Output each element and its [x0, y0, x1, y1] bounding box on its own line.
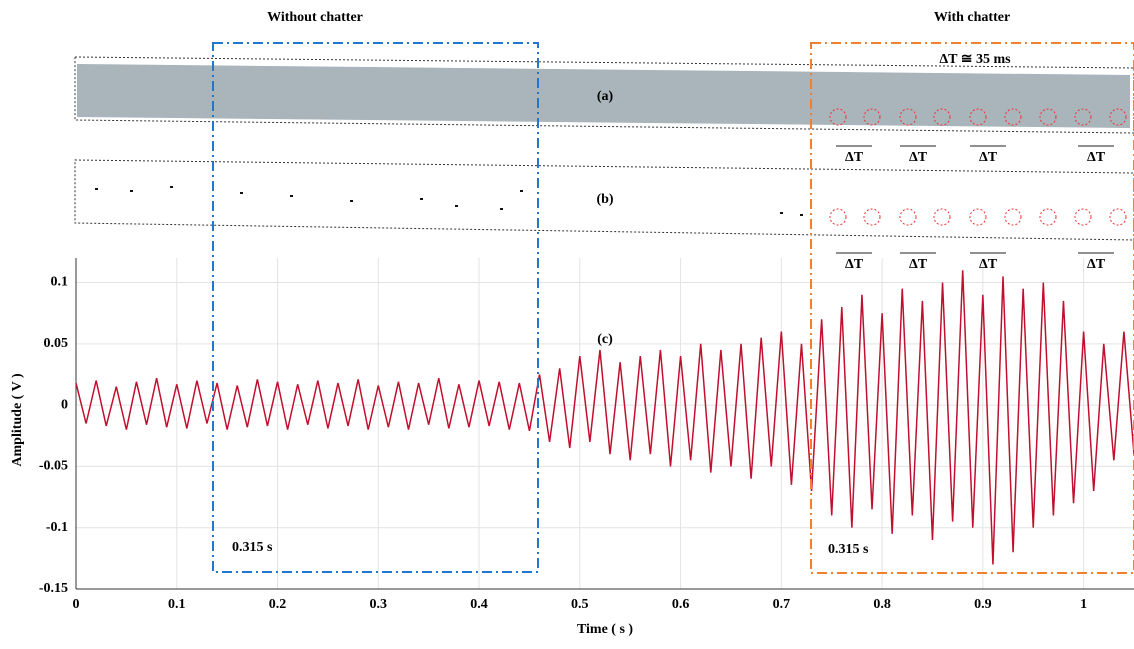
label-a: (a) [597, 89, 614, 104]
speck [240, 192, 243, 194]
x-tick-label: 0 [73, 597, 80, 612]
y-tick-label: -0.1 [46, 520, 68, 535]
x-axis-label: Time ( s ) [577, 622, 633, 637]
speck [780, 212, 783, 214]
marker-circle [899, 208, 917, 226]
window-without [212, 42, 539, 573]
delta-t-label: ΔT [909, 150, 928, 165]
marker-circle [933, 108, 951, 126]
marker-circle [1039, 108, 1057, 126]
marker-circle [1004, 108, 1022, 126]
strip-a-image [77, 64, 1130, 128]
marker-circle [863, 208, 881, 226]
x-tick-label: 0.5 [571, 597, 589, 612]
x-tick-label: 1 [1080, 597, 1087, 612]
marker-circle [829, 108, 847, 126]
speck [290, 195, 293, 197]
delta-t-label: ΔT [1087, 150, 1106, 165]
window-with [810, 42, 1134, 574]
x-tick-label: 0.4 [470, 597, 488, 612]
signal [75, 270, 1134, 565]
grid [75, 258, 1134, 590]
marker-circle [1109, 208, 1127, 226]
marker-circle [863, 108, 881, 126]
label-b: (b) [596, 192, 613, 207]
marker-circle [1109, 108, 1127, 126]
label-c: (c) [597, 332, 613, 347]
marker-circle [1039, 208, 1057, 226]
y-tick-label: -0.15 [39, 581, 68, 596]
speck [520, 190, 523, 192]
x-tick-label: 0.3 [370, 597, 388, 612]
speck [455, 205, 458, 207]
x-tick-label: 0.7 [773, 597, 791, 612]
speck [500, 208, 503, 210]
speck [800, 214, 803, 216]
delta-t-label: ΔT [979, 257, 998, 272]
delta-t-label: ΔT [1087, 257, 1106, 272]
marker-circle [933, 208, 951, 226]
delta-t-label: ΔT [909, 257, 928, 272]
marker-circle [969, 108, 987, 126]
label-with: With chatter [934, 10, 1010, 25]
x-tick-label: 0.9 [974, 597, 992, 612]
delta-t-label: ΔT [845, 150, 864, 165]
label-without: Without chatter [267, 10, 363, 25]
strip-a-frame [74, 56, 1134, 134]
marker-circle [829, 208, 847, 226]
y-tick-label: 0 [61, 397, 68, 412]
y-tick-label: 0.1 [51, 275, 69, 290]
y-axis-label: Amplitude ( V ) [10, 373, 25, 467]
speck [130, 190, 133, 192]
speck [170, 186, 173, 188]
strip-images [74, 42, 1134, 574]
delta-t-label: ΔT [979, 150, 998, 165]
marker-circle [1074, 208, 1092, 226]
label-window-right: 0.315 s [828, 542, 869, 557]
speck [95, 188, 98, 190]
x-tick-label: 0.1 [168, 597, 186, 612]
y-tick-label: 0.05 [44, 336, 69, 351]
x-tick-label: 0.6 [672, 597, 690, 612]
speck [420, 198, 423, 200]
marker-circle [969, 208, 987, 226]
speck [350, 200, 353, 202]
x-tick-label: 0.2 [269, 597, 287, 612]
delta-t-label: ΔT [845, 257, 864, 272]
marker-circle [1074, 108, 1092, 126]
label-window-left: 0.315 s [232, 540, 273, 555]
y-tick-label: -0.05 [39, 459, 68, 474]
x-tick-label: 0.8 [873, 597, 891, 612]
label-period: ΔT ≅ 35 ms [939, 52, 1011, 67]
marker-circle [899, 108, 917, 126]
marker-circle [1004, 208, 1022, 226]
